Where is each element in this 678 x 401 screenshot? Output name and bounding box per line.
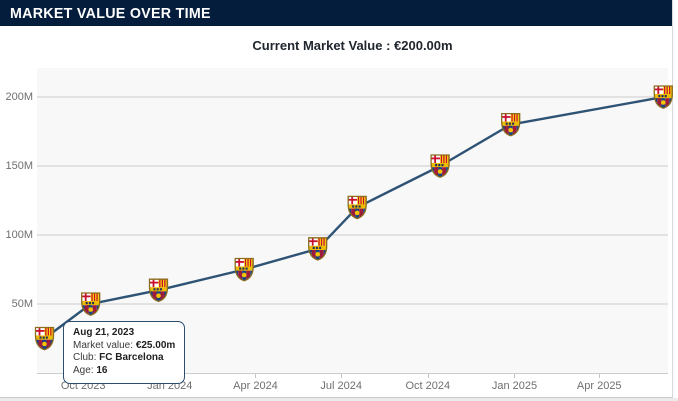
data-point-fc-barcelona-badge[interactable] [234, 258, 254, 282]
y-axis-label: 100M [5, 228, 33, 241]
x-axis-tick [599, 374, 601, 378]
tooltip-date: Aug 21, 2023 [73, 327, 135, 338]
x-axis-label: Oct 2024 [405, 380, 451, 392]
x-axis-tick [341, 374, 343, 378]
y-axis-label: 200M [5, 90, 33, 103]
tooltip-row-value: 16 [96, 364, 108, 376]
y-axis-label: 150M [5, 159, 33, 172]
chart-tooltip: Aug 21, 2023 Market value: €25.00m Club:… [63, 321, 186, 384]
x-axis-label: Jan 2025 [491, 380, 538, 392]
data-point-fc-barcelona-badge[interactable] [501, 113, 521, 137]
current-market-value: Current Market Value : €200.00m [252, 38, 453, 53]
tooltip-row: Age: 16 [73, 365, 175, 378]
page-bottom-strip [0, 398, 678, 401]
tooltip-row: Market value: €25.00m [73, 340, 175, 353]
tooltip-row: Club: FC Barcelona [73, 352, 175, 365]
tooltip-row-label: Age: [73, 364, 94, 376]
tooltip-row-value: €25.00m [135, 339, 176, 351]
y-axis-label: 50M [11, 297, 33, 310]
data-point-fc-barcelona-badge[interactable] [35, 327, 55, 351]
x-axis-tick [255, 374, 257, 378]
data-point-fc-barcelona-badge[interactable] [308, 237, 328, 261]
page-title: MARKET VALUE OVER TIME [10, 4, 211, 22]
data-point-fc-barcelona-badge[interactable] [653, 85, 673, 109]
x-axis-label: Jul 2024 [320, 380, 362, 392]
tooltip-row-value: FC Barcelona [99, 352, 164, 363]
tooltip-row-label: Club: [73, 352, 97, 363]
x-axis-label: Apr 2025 [576, 380, 622, 392]
x-axis-label: Apr 2024 [233, 380, 278, 392]
x-axis-tick [514, 374, 516, 378]
data-point-fc-barcelona-badge[interactable] [81, 292, 101, 316]
data-point-fc-barcelona-badge[interactable] [430, 154, 450, 178]
data-point-fc-barcelona-badge[interactable] [149, 278, 169, 302]
tooltip-row-label: Market value: [73, 339, 134, 351]
title-bar: MARKET VALUE OVER TIME [0, 0, 672, 26]
x-axis-tick [427, 374, 429, 378]
